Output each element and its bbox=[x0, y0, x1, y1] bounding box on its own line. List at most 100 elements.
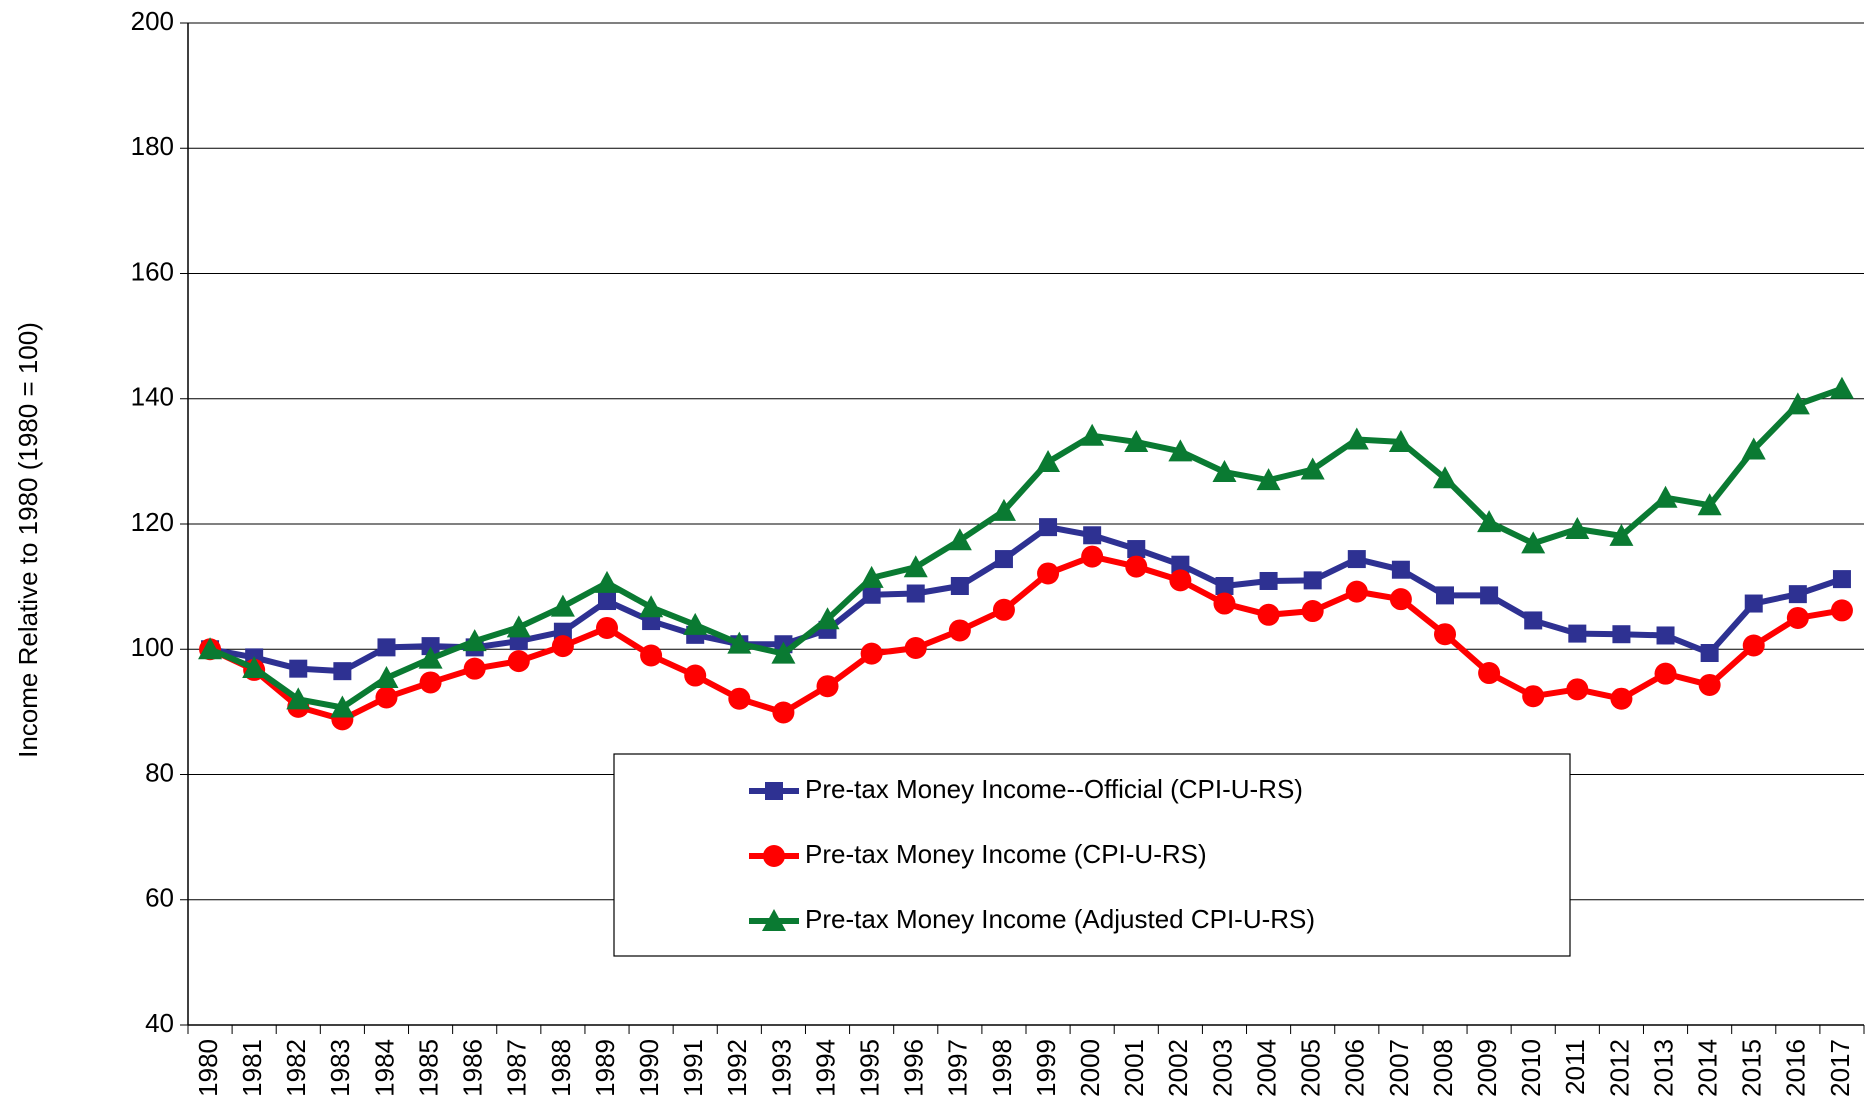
data-point bbox=[1083, 526, 1102, 545]
data-point bbox=[1036, 450, 1061, 473]
data-point bbox=[1788, 585, 1807, 604]
x-tick-label: 1987 bbox=[502, 1039, 532, 1097]
x-tick-label: 2006 bbox=[1340, 1039, 1370, 1097]
data-point bbox=[374, 666, 399, 689]
data-point bbox=[639, 595, 664, 618]
x-tick-label: 2012 bbox=[1604, 1039, 1634, 1097]
x-tick-label: 1990 bbox=[634, 1039, 664, 1097]
data-point bbox=[1391, 560, 1410, 579]
y-axis-label: Income Relative to 1980 (1980 = 100) bbox=[13, 322, 43, 758]
data-point bbox=[1612, 625, 1631, 644]
y-tick-label: 140 bbox=[131, 382, 174, 412]
x-tick-label: 1999 bbox=[1031, 1039, 1061, 1097]
x-tick-label: 1994 bbox=[810, 1039, 840, 1097]
x-tick-label: 1981 bbox=[237, 1039, 267, 1097]
x-tick-label: 1982 bbox=[281, 1039, 311, 1097]
data-point bbox=[1566, 678, 1589, 701]
data-point bbox=[904, 636, 927, 659]
data-point bbox=[815, 607, 840, 630]
data-point bbox=[727, 631, 752, 654]
data-point bbox=[598, 592, 616, 611]
data-point bbox=[1257, 603, 1280, 626]
data-point bbox=[1169, 569, 1192, 592]
x-tick-label: 2000 bbox=[1075, 1039, 1105, 1097]
data-point bbox=[994, 550, 1013, 569]
data-point bbox=[1347, 550, 1366, 569]
data-point bbox=[1522, 685, 1545, 708]
legend-marker bbox=[762, 909, 786, 931]
data-point bbox=[1698, 673, 1721, 696]
data-point bbox=[1832, 570, 1851, 589]
data-point bbox=[1524, 611, 1543, 630]
data-point bbox=[1037, 562, 1060, 585]
data-point bbox=[1697, 493, 1722, 516]
data-point bbox=[1124, 429, 1149, 452]
x-tick-label: 1986 bbox=[458, 1039, 488, 1097]
legend-label: Pre-tax Money Income (CPI-U-RS) bbox=[805, 839, 1207, 869]
data-point bbox=[242, 656, 267, 679]
data-point bbox=[859, 565, 884, 588]
data-point bbox=[772, 701, 795, 724]
data-point bbox=[906, 584, 925, 603]
data-point bbox=[377, 638, 396, 657]
x-tick-label: 2008 bbox=[1428, 1039, 1458, 1097]
data-point bbox=[1171, 555, 1190, 574]
data-point bbox=[1215, 576, 1234, 595]
x-tick-label: 2002 bbox=[1163, 1039, 1193, 1097]
data-point bbox=[375, 686, 398, 709]
data-point bbox=[1434, 623, 1456, 646]
data-point bbox=[728, 687, 751, 710]
data-point bbox=[418, 646, 443, 669]
data-point bbox=[1345, 580, 1368, 603]
legend-marker bbox=[765, 782, 783, 800]
data-point bbox=[421, 637, 440, 656]
data-point bbox=[862, 585, 881, 604]
x-tick-label: 2004 bbox=[1251, 1039, 1281, 1097]
x-tick-label: 2011 bbox=[1560, 1039, 1590, 1095]
x-tick-label: 1995 bbox=[855, 1039, 885, 1097]
data-point bbox=[947, 528, 972, 551]
y-tick-label: 200 bbox=[131, 6, 174, 36]
data-point bbox=[640, 644, 663, 667]
y-tick-label: 40 bbox=[145, 1008, 174, 1038]
x-tick-label: 1996 bbox=[899, 1039, 929, 1097]
data-point bbox=[1830, 599, 1853, 622]
data-point bbox=[419, 671, 442, 694]
data-point bbox=[1080, 423, 1105, 446]
data-point bbox=[330, 695, 355, 718]
x-tick-label: 1998 bbox=[987, 1039, 1017, 1097]
data-point bbox=[950, 576, 969, 595]
data-point bbox=[1436, 586, 1454, 605]
data-point bbox=[991, 498, 1016, 521]
x-tick-label: 2016 bbox=[1781, 1039, 1811, 1097]
data-point bbox=[1125, 555, 1148, 578]
x-tick-label: 2015 bbox=[1737, 1039, 1767, 1097]
x-tick-label: 2013 bbox=[1648, 1039, 1678, 1097]
data-point bbox=[198, 637, 223, 660]
data-point bbox=[463, 657, 486, 680]
data-point bbox=[1344, 427, 1369, 450]
data-point bbox=[1565, 517, 1590, 540]
data-point bbox=[1389, 588, 1412, 611]
x-tick-label: 1989 bbox=[590, 1039, 620, 1097]
data-point bbox=[1256, 468, 1281, 491]
series-line bbox=[208, 553, 1843, 723]
data-point bbox=[1610, 687, 1633, 710]
data-point bbox=[1212, 460, 1237, 483]
data-point bbox=[1388, 429, 1413, 452]
x-tick-label: 2014 bbox=[1693, 1039, 1723, 1097]
data-point bbox=[1609, 523, 1634, 546]
data-point bbox=[551, 635, 574, 658]
data-point bbox=[992, 598, 1015, 621]
data-point bbox=[860, 642, 883, 665]
data-point bbox=[1656, 626, 1675, 645]
data-point bbox=[1744, 594, 1763, 613]
data-point bbox=[1039, 518, 1058, 537]
data-point bbox=[1742, 634, 1765, 657]
legend-marker bbox=[763, 845, 785, 867]
x-tick-label: 2010 bbox=[1516, 1039, 1546, 1097]
y-tick-label: 80 bbox=[145, 757, 174, 787]
data-point bbox=[462, 629, 487, 652]
data-point bbox=[1829, 376, 1854, 399]
